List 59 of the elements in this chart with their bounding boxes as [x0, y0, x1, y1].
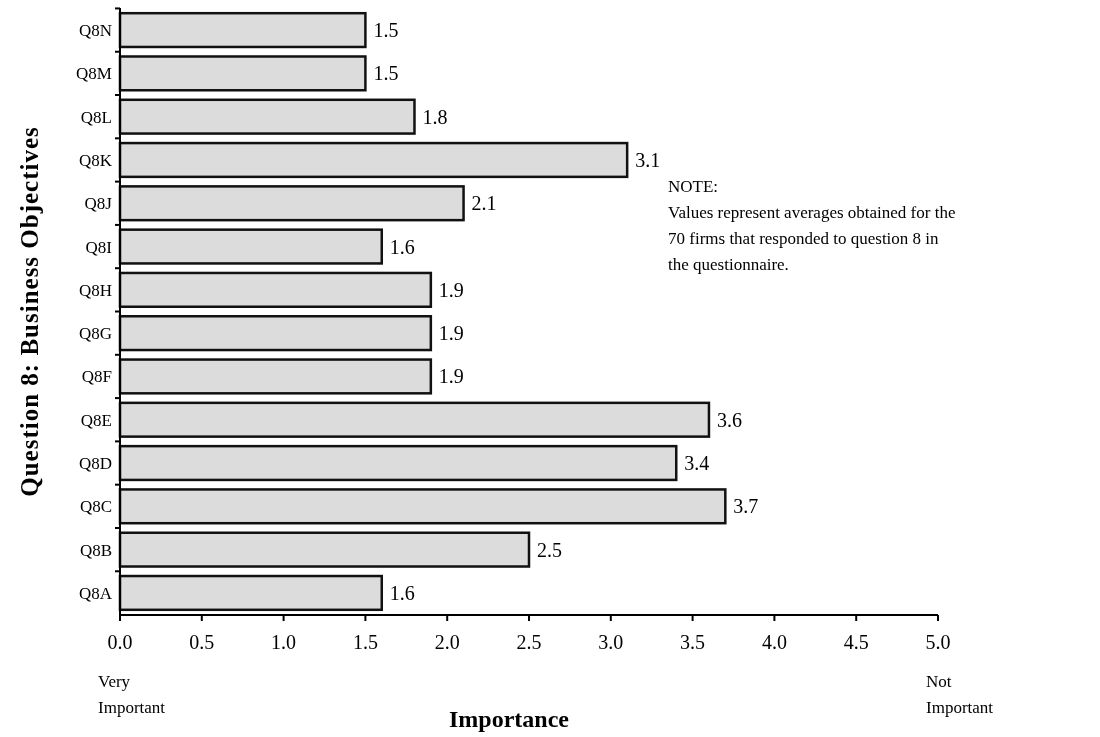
y-tick-label: Q8L	[80, 107, 112, 127]
x-tick-label: 1.0	[271, 631, 297, 653]
data-label: 1.9	[438, 365, 464, 388]
y-tick-label: Q8G	[78, 324, 112, 344]
y-tick-label: Q8A	[78, 583, 113, 603]
x-tick-label: 0.0	[107, 631, 133, 653]
y-tick-label: Q8J	[84, 194, 113, 214]
y-tick-label: Q8K	[78, 150, 113, 170]
y-tick-label: Q8I	[85, 237, 113, 257]
bar	[118, 401, 711, 438]
data-label: 3.1	[635, 148, 661, 171]
bar	[118, 315, 433, 352]
data-label: 3.6	[716, 408, 742, 431]
data-label: 1.5	[373, 62, 399, 85]
bar	[118, 228, 384, 265]
y-tick-label: Q8C	[79, 497, 112, 517]
data-label: 1.8	[422, 105, 448, 128]
annotation: NOTE:	[668, 177, 719, 196]
bar	[118, 11, 367, 49]
data-label: 2.5	[537, 538, 562, 561]
text: Not Important	[926, 672, 994, 717]
bar	[118, 358, 433, 395]
y-tick-label: Q8E	[80, 410, 112, 430]
data-label: 3.7	[733, 495, 759, 518]
bar	[118, 98, 416, 135]
data-label: 1.9	[438, 322, 464, 345]
y-tick-label: Q8B	[79, 540, 112, 560]
annotation: Values represent averages obtained for the 70 firms that responded to question 8 in the questionnaire.	[668, 203, 956, 274]
bar	[118, 271, 433, 308]
x-axis-title: Importance	[449, 706, 570, 732]
y-axis-title: Question 8: Business Objectives	[16, 126, 43, 497]
y-tick-label: Q8N	[78, 21, 112, 41]
x-tick-label: 3.0	[598, 631, 624, 653]
data-label: 1.9	[438, 278, 464, 301]
bar	[118, 141, 629, 179]
bar	[118, 574, 384, 612]
x-tick-label: 5.0	[925, 631, 951, 653]
x-tick-label: 4.5	[843, 631, 869, 653]
x-tick-label: 3.5	[680, 631, 706, 653]
y-tick-label: Q8F	[81, 367, 112, 387]
bar	[118, 185, 465, 222]
bar	[118, 531, 531, 568]
y-tick-label: Q8H	[78, 280, 112, 300]
bar	[118, 444, 678, 482]
x-tick-label: 4.0	[761, 631, 787, 653]
bar	[118, 488, 727, 525]
bar	[118, 55, 367, 92]
text: Very Important	[98, 672, 166, 717]
data-label: 3.4	[684, 452, 710, 475]
x-tick-label: 2.5	[516, 631, 542, 653]
data-label: 1.6	[389, 235, 415, 258]
y-tick-label: Q8D	[78, 454, 112, 474]
x-tick-label: 1.5	[352, 631, 378, 653]
x-tick-label: 2.0	[434, 631, 460, 653]
data-label: 2.1	[471, 192, 497, 215]
x-tick-label: 0.5	[189, 631, 215, 653]
y-tick-label: Q8M	[76, 64, 112, 84]
data-label: 1.6	[389, 581, 415, 604]
data-label: 1.5	[373, 19, 399, 42]
